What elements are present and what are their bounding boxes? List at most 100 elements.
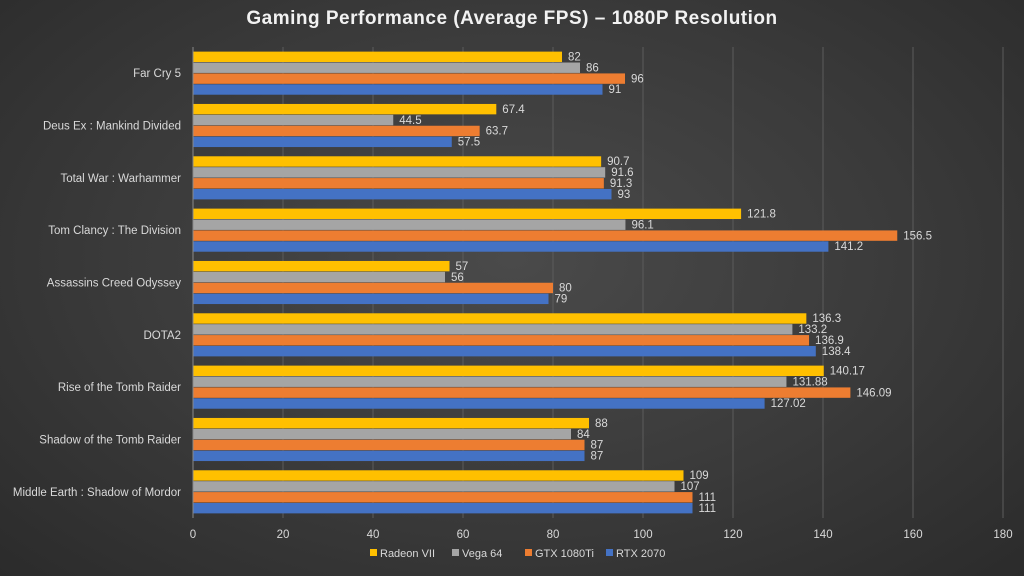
data-label: 63.7 (486, 126, 508, 138)
legend-swatch (525, 549, 532, 556)
bar (193, 450, 585, 462)
data-label: 96 (631, 73, 644, 85)
bar (193, 125, 480, 137)
data-label: 138.4 (822, 346, 851, 358)
legend-swatch (370, 549, 377, 556)
bar (193, 103, 497, 115)
bar (193, 219, 626, 230)
bar (193, 428, 571, 440)
legend-label: Vega 64 (462, 548, 502, 560)
legend-swatch (452, 549, 459, 556)
x-tick-label: 40 (367, 529, 380, 541)
legend-label: Radeon VII (380, 548, 435, 560)
data-label: 87 (591, 440, 604, 452)
bar (193, 167, 606, 178)
bar (193, 313, 807, 324)
data-label: 111 (699, 492, 716, 504)
data-label: 84 (577, 429, 590, 441)
bar (193, 324, 793, 335)
legend-label: RTX 2070 (616, 548, 665, 560)
chart-title: Gaming Performance (Average FPS) – 1080P… (246, 8, 778, 29)
data-label: 91 (609, 84, 622, 96)
bar (193, 387, 851, 398)
data-label: 80 (559, 283, 572, 295)
category-label: Tom Clancy : The Division (48, 225, 181, 237)
data-label: 79 (555, 294, 568, 306)
category-label: Rise of the Tomb Raider (58, 382, 181, 394)
bar (193, 502, 693, 514)
data-label: 136.9 (815, 335, 844, 347)
category-label: Shadow of the Tomb Raider (39, 435, 181, 447)
data-label: 90.7 (607, 156, 629, 168)
legend-label: GTX 1080Ti (535, 548, 594, 560)
bar (193, 73, 625, 84)
data-label: 57.5 (458, 137, 480, 149)
x-tick-label: 120 (723, 529, 742, 541)
data-label: 131.88 (792, 376, 827, 388)
bar (193, 230, 898, 241)
data-label: 141.2 (834, 241, 863, 253)
data-label: 82 (568, 52, 581, 64)
bar (193, 136, 452, 148)
data-label: 91.6 (611, 167, 633, 179)
data-label: 96.1 (631, 219, 653, 231)
bar (193, 492, 693, 503)
bar (193, 481, 675, 492)
x-tick-label: 80 (547, 529, 560, 541)
x-tick-label: 100 (633, 529, 652, 541)
bar (193, 208, 742, 220)
bar (193, 417, 589, 429)
data-label: 156.5 (903, 230, 932, 242)
bar (193, 470, 684, 481)
bar (193, 365, 824, 377)
bar (193, 241, 829, 252)
data-label: 88 (595, 418, 608, 430)
data-label: 86 (586, 62, 599, 74)
bar (193, 62, 580, 73)
x-tick-label: 180 (993, 529, 1012, 541)
data-label: 127.02 (771, 398, 806, 410)
bar (193, 345, 816, 357)
data-label: 109 (690, 470, 709, 482)
x-tick-label: 160 (903, 529, 922, 541)
bar (193, 335, 810, 346)
bar (193, 84, 603, 95)
bar (193, 439, 585, 451)
data-label: 56 (451, 272, 464, 284)
bar (193, 376, 787, 387)
data-label: 121.8 (747, 209, 776, 221)
bar (193, 282, 553, 294)
data-label: 140.17 (830, 366, 865, 378)
bar (193, 156, 602, 167)
bar (193, 293, 549, 305)
category-label: DOTA2 (144, 330, 182, 342)
data-label: 136.3 (812, 313, 841, 325)
x-tick-label: 140 (813, 529, 832, 541)
bar (193, 271, 445, 283)
x-tick-label: 60 (457, 529, 470, 541)
data-label: 87 (591, 451, 604, 463)
data-label: 44.5 (399, 115, 421, 127)
bar (193, 114, 394, 126)
data-label: 107 (681, 481, 700, 493)
category-label: Assassins Creed Odyssey (47, 278, 181, 290)
category-label: Deus Ex : Mankind Divided (43, 121, 181, 133)
data-label: 146.09 (856, 387, 891, 399)
x-tick-label: 0 (190, 529, 196, 541)
category-label: Middle Earth : Shadow of Mordor (13, 487, 181, 499)
bar (193, 260, 450, 272)
data-label: 67.4 (502, 104, 525, 116)
data-label: 93 (618, 189, 631, 201)
x-tick-label: 20 (277, 529, 290, 541)
category-label: Far Cry 5 (133, 68, 181, 80)
data-label: 91.3 (610, 178, 632, 190)
data-label: 111 (699, 503, 716, 515)
legend-swatch (606, 549, 613, 556)
bar (193, 398, 765, 409)
bar (193, 188, 612, 200)
data-label: 57 (456, 261, 469, 273)
bar (193, 51, 562, 63)
data-label: 133.2 (798, 324, 827, 336)
